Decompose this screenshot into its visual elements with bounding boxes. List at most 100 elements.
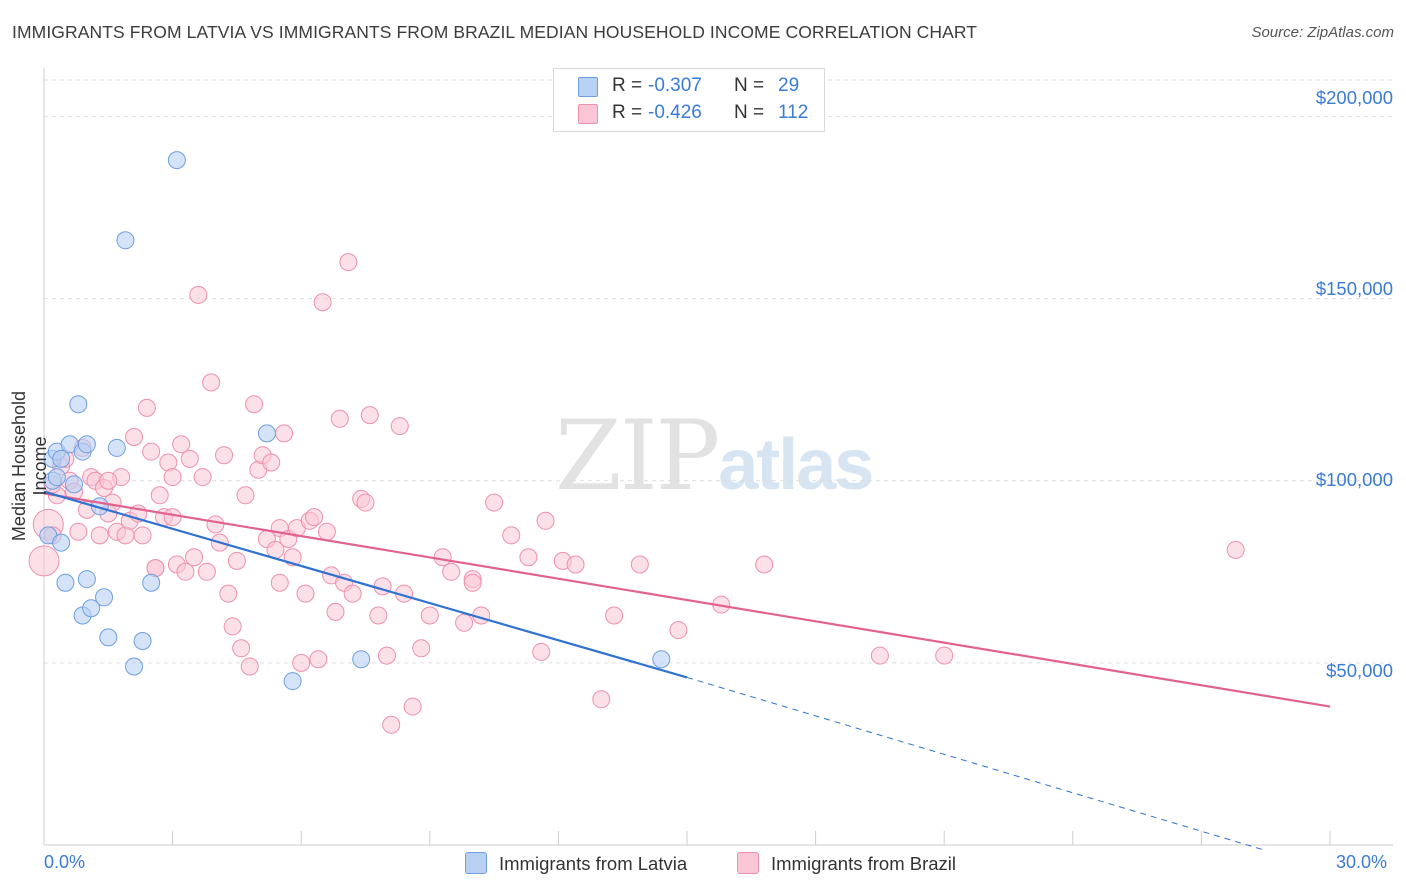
legend-r-label-brazil: R = <box>612 102 643 123</box>
legend-r-label-latvia: R = <box>612 75 643 96</box>
brazil-point-63 <box>305 508 324 527</box>
source-label: Source: ZipAtlas.com <box>1251 24 1394 41</box>
brazil-point-39 <box>202 373 221 392</box>
brazil-point-53 <box>262 453 281 472</box>
brazil-point-91 <box>519 548 538 567</box>
brazil-point-13 <box>90 526 109 545</box>
brazil-point-71 <box>339 253 358 272</box>
brazil-point-69 <box>330 409 349 428</box>
brazil-point-102 <box>870 646 889 665</box>
brazil-point-66 <box>317 522 336 541</box>
y-tick-label-100k: $100,000 <box>1315 469 1393 490</box>
latvia-point-22 <box>142 573 161 592</box>
brazil-point-36 <box>189 285 208 304</box>
brazil-point-104 <box>1226 540 1245 559</box>
brazil-point-23 <box>133 526 152 545</box>
latvia-point-24 <box>257 424 276 443</box>
latvia-point-16 <box>95 588 114 607</box>
brazil-point-105 <box>463 573 482 592</box>
legend-n-value-latvia: 29 <box>778 75 800 96</box>
brazil-point-61 <box>296 584 315 603</box>
brazil-point-42 <box>215 446 234 465</box>
y-tick-label-200k: $200,000 <box>1315 87 1393 108</box>
brazil-point-93 <box>536 511 555 530</box>
brazil-point-37 <box>193 468 212 487</box>
latvia-point-18 <box>107 438 126 457</box>
brazil-point-49 <box>245 395 264 414</box>
brazil-point-75 <box>360 406 379 425</box>
brazil-trend-line <box>43 492 1331 708</box>
latvia-point-19 <box>116 231 135 250</box>
legend-n-label-brazil: N = <box>734 102 765 123</box>
brazil-point-44 <box>223 617 242 636</box>
latvia-point-13 <box>77 570 96 589</box>
bottom-legend-latvia: Immigrants from Latvia <box>465 852 687 876</box>
watermark-zip: ZIP <box>555 400 720 512</box>
brazil-point-98 <box>630 555 649 574</box>
latvia-point-8 <box>65 475 84 494</box>
latvia-trend-line <box>43 490 688 679</box>
latvia-point-5 <box>52 533 71 552</box>
brazil-point-38 <box>197 562 216 581</box>
brazil-point-86 <box>455 613 474 632</box>
latvia-point-17 <box>99 628 118 647</box>
brazil-point-40 <box>206 515 225 534</box>
latvia-point-27 <box>652 650 671 669</box>
y-axis-label: Median Household Income <box>9 390 50 542</box>
brazil-point-24 <box>137 398 156 417</box>
brazil-point-83 <box>412 639 431 658</box>
y-tick-label-50k: $50,000 <box>1326 660 1393 681</box>
watermark-atlas: atlas <box>718 425 874 505</box>
latvia-trend-extension <box>686 676 1266 851</box>
latvia-point-23 <box>167 151 186 170</box>
latvia-point-4 <box>52 449 71 468</box>
brazil-point-33 <box>176 562 195 581</box>
brazil-point-68 <box>326 602 345 621</box>
brazil-point-43 <box>219 584 238 603</box>
brazil-point-90 <box>502 526 521 545</box>
brazil-point-35 <box>185 548 204 567</box>
brazil-point-27 <box>150 486 169 505</box>
brazil-point-8 <box>69 522 88 541</box>
brazil-point-30 <box>163 468 182 487</box>
chart-title: IMMIGRANTS FROM LATVIA VS IMMIGRANTS FRO… <box>12 22 978 42</box>
x-tick-label-max: 30.0% <box>1336 852 1388 872</box>
brazil-point-64 <box>309 650 328 669</box>
legend-swatch-latvia <box>578 77 598 97</box>
legend-r-value-brazil: -0.426 <box>648 102 702 123</box>
brazil-point-45 <box>227 551 246 570</box>
brazil-point-74 <box>356 493 375 512</box>
latvia-point-21 <box>133 632 152 650</box>
brazil-point-108 <box>163 508 182 527</box>
legend-swatch-brazil <box>578 104 598 124</box>
brazil-point-60 <box>292 653 311 672</box>
brazil-point-56 <box>275 424 294 443</box>
brazil-point-32 <box>172 435 191 454</box>
brazil-point-110 <box>442 562 461 581</box>
brazil-point-79 <box>382 715 401 734</box>
brazil-point-95 <box>566 555 585 574</box>
x-tick-label-min: 0.0% <box>44 852 86 872</box>
latvia-point-20 <box>125 657 144 676</box>
brazil-point-99 <box>669 621 688 640</box>
brazil-point-84 <box>420 606 439 625</box>
brazil-point-47 <box>236 486 255 505</box>
legend-n-value-brazil: 112 <box>778 102 809 123</box>
bottom-legend-brazil: Immigrants from Brazil <box>737 852 956 876</box>
latvia-point-9 <box>69 395 88 414</box>
latvia-point-25 <box>283 672 302 691</box>
brazil-point-96 <box>592 690 611 709</box>
brazil-point-78 <box>377 646 396 665</box>
brazil-point-107 <box>99 471 118 490</box>
brazil-point-82 <box>403 697 422 716</box>
bottom-legend-label-latvia: Immigrants from Latvia <box>499 853 688 874</box>
brazil-point-25 <box>142 442 161 461</box>
latvia-point-14 <box>82 599 101 618</box>
brazil-point-48 <box>240 657 259 676</box>
brazil-point-21 <box>125 428 144 446</box>
y-tick-label-150k: $150,000 <box>1315 278 1393 299</box>
brazil-point-92 <box>532 642 551 661</box>
brazil-point-80 <box>390 417 409 436</box>
brazil-point-97 <box>605 606 624 625</box>
brazil-point-72 <box>343 584 362 603</box>
